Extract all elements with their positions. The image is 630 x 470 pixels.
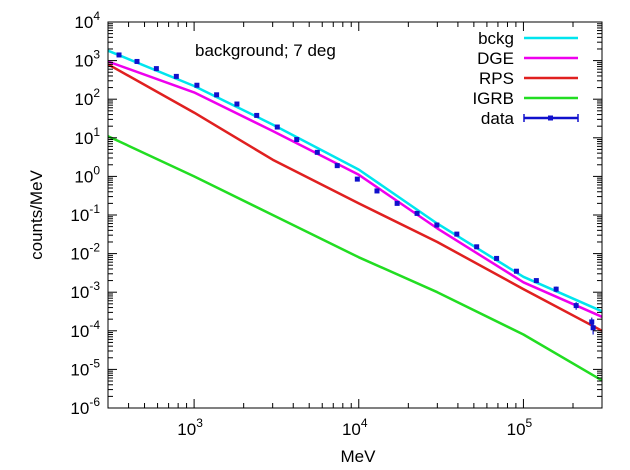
y-tick-exp: -3: [89, 279, 100, 293]
x-tick-exp: 3: [196, 416, 203, 430]
data-point: [274, 124, 280, 130]
data-point: [573, 303, 579, 309]
y-tick-base: 10: [70, 322, 89, 341]
legend-label-igrb: IGRB: [472, 89, 514, 108]
legend-label-data: data: [481, 109, 515, 128]
y-tick-label: 10-4: [70, 318, 100, 341]
y-tick-label: 100: [74, 163, 100, 186]
data-point: [314, 149, 320, 155]
legend-label-bckg: bckg: [478, 29, 514, 48]
y-tick-base: 10: [74, 167, 93, 186]
chart-annotation: background; 7 deg: [195, 41, 336, 60]
series-line-dge: [107, 60, 603, 318]
y-tick-base: 10: [74, 129, 93, 148]
series-line-igrb: [107, 135, 603, 382]
y-tick-base: 10: [70, 245, 89, 264]
y-tick-label: 104: [74, 9, 100, 32]
legend-swatch-marker: [548, 115, 553, 121]
y-tick-exp: 3: [93, 48, 100, 62]
data-point: [589, 319, 595, 325]
y-tick-label: 102: [74, 86, 100, 109]
data-point: [374, 188, 380, 194]
y-tick-exp: 2: [93, 86, 100, 100]
x-tick-label: 104: [342, 416, 368, 439]
data-point: [590, 325, 596, 331]
y-axis-title: counts/MeV: [27, 169, 46, 259]
x-tick-label: 105: [507, 416, 533, 439]
y-tick-label: 10-6: [70, 395, 100, 418]
y-tick-base: 10: [74, 13, 93, 32]
label-layer: 10-610-510-410-310-210-11001011021031041…: [70, 9, 532, 439]
y-tick-label: 10-2: [70, 241, 100, 264]
y-tick-exp: -5: [89, 356, 100, 370]
data-point: [474, 244, 480, 250]
y-tick-exp: 1: [93, 125, 100, 139]
y-tick-base: 10: [70, 399, 89, 418]
data-point: [173, 73, 179, 79]
series-layer: [107, 49, 603, 382]
legend-label-rps: RPS: [479, 69, 514, 88]
y-tick-base: 10: [74, 90, 93, 109]
data-point: [234, 101, 240, 107]
data-point: [434, 222, 440, 228]
y-tick-base: 10: [74, 52, 93, 71]
data-point: [553, 286, 559, 292]
y-tick-label: 10-3: [70, 279, 100, 302]
x-tick-base: 10: [507, 420, 526, 439]
data-point: [513, 268, 519, 274]
legend-label-dge: DGE: [477, 49, 514, 68]
y-tick-exp: 4: [93, 9, 100, 23]
x-tick-exp: 5: [526, 416, 533, 430]
y-tick-base: 10: [70, 206, 89, 225]
series-line-bckg: [107, 49, 603, 313]
y-tick-label: 10-5: [70, 356, 100, 379]
data-point: [454, 231, 460, 237]
x-tick-base: 10: [177, 420, 196, 439]
x-axis-title: MeV: [341, 447, 377, 466]
data-point: [194, 82, 200, 88]
data-point: [494, 255, 500, 261]
tick-layer: [107, 21, 603, 409]
y-tick-exp: 0: [93, 163, 100, 177]
data-point: [294, 137, 300, 143]
data-point: [214, 92, 220, 98]
x-tick-exp: 4: [361, 416, 368, 430]
data-point: [134, 58, 140, 64]
y-tick-exp: -4: [89, 318, 100, 332]
y-tick-exp: -1: [89, 202, 100, 216]
y-tick-exp: -2: [89, 241, 100, 255]
plot-frame: [107, 21, 603, 409]
data-point: [254, 112, 260, 118]
data-point: [153, 66, 159, 72]
data-point: [334, 163, 340, 169]
data-point: [394, 200, 400, 206]
y-tick-base: 10: [70, 283, 89, 302]
series-line-rps: [107, 63, 603, 332]
y-tick-label: 10-1: [70, 202, 100, 225]
y-tick-label: 103: [74, 48, 100, 71]
x-tick-base: 10: [342, 420, 361, 439]
data-point: [414, 210, 420, 216]
y-tick-base: 10: [70, 360, 89, 379]
data-point: [116, 52, 122, 58]
y-tick-exp: -6: [89, 395, 100, 409]
y-tick-label: 101: [74, 125, 100, 148]
data-point: [533, 278, 539, 284]
x-tick-label: 103: [177, 416, 203, 439]
data-point: [354, 176, 360, 182]
